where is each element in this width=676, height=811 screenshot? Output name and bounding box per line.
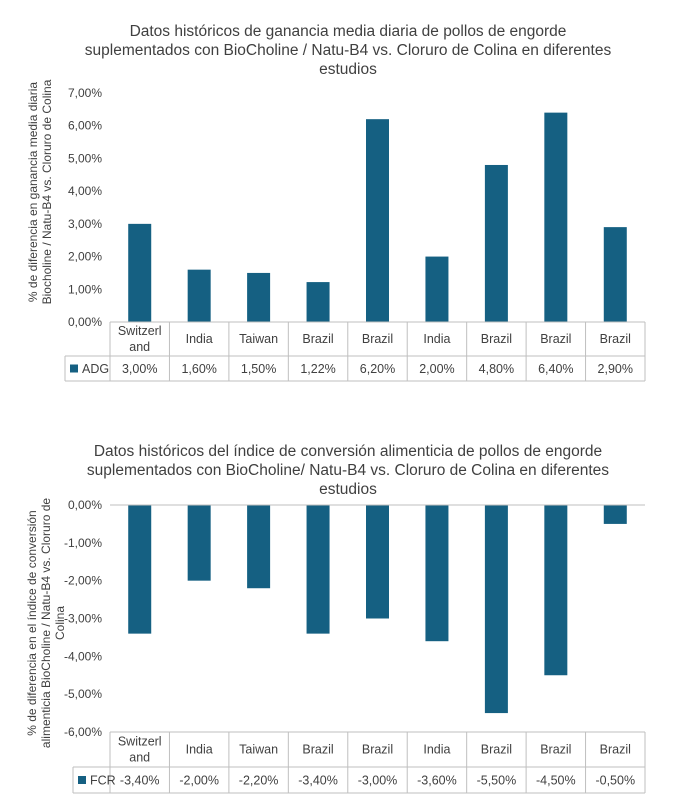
title-line: suplementados con BioCholine/ Natu-B4 vs… xyxy=(86,462,610,479)
bar xyxy=(484,164,508,322)
y-tick-label: -4,00% xyxy=(64,649,102,663)
bar xyxy=(247,505,271,589)
data-label: -3,40% xyxy=(298,774,338,788)
category-label: Brazil xyxy=(302,743,333,757)
category-label: India xyxy=(186,743,213,757)
category-label: and xyxy=(129,340,150,354)
legend-label: ADG xyxy=(82,362,109,376)
data-label: 1,22% xyxy=(300,362,335,376)
category-label: Brazil xyxy=(481,332,512,346)
category-label: Brazil xyxy=(302,332,333,346)
y-tick-label: 3,00% xyxy=(68,217,102,231)
title-line: estudios xyxy=(319,61,377,78)
adg-plot: 0,00% 1,00% 2,00% 3,00% 4,00% 5,00% 6,00% 7,00%… xyxy=(64,86,646,382)
bar xyxy=(544,505,568,676)
bar xyxy=(603,227,627,322)
category-label: Taiwan xyxy=(239,332,278,346)
category-label: and xyxy=(129,751,150,765)
y-tick-label: 0,00% xyxy=(68,315,102,329)
category-label: Brazil xyxy=(362,743,393,757)
y-tick-label: 1,00% xyxy=(68,282,102,296)
chart-title: Datos históricos de ganancia media diari… xyxy=(40,22,656,79)
bar xyxy=(603,505,627,524)
y-tick-label: -2,00% xyxy=(64,574,102,588)
category-label: India xyxy=(423,332,450,346)
data-label: 1,60% xyxy=(181,362,216,376)
bar xyxy=(128,505,152,634)
legend-label: FCR xyxy=(90,774,116,788)
category-label: India xyxy=(423,743,450,757)
category-label: Brazil xyxy=(540,743,571,757)
data-label: -3,60% xyxy=(417,774,457,788)
bar xyxy=(247,272,271,322)
title-line: suplementados con BioCholine / Natu-B4 v… xyxy=(84,42,612,59)
bar xyxy=(366,505,389,619)
bar xyxy=(425,256,449,322)
y-tick-label: 4,00% xyxy=(68,184,102,198)
category-label: India xyxy=(186,332,213,346)
title-line: Datos históricos del índice de conversió… xyxy=(93,443,603,460)
data-label: -2,20% xyxy=(239,774,279,788)
bar xyxy=(187,269,211,322)
fcr-plot: 0,00% -1,00% -2,00% -3,00% -4,00% -5,00% -6,00… xyxy=(64,498,646,794)
category-label: Taiwan xyxy=(239,743,278,757)
bar xyxy=(544,112,568,322)
chart-title: Datos históricos del índice de conversió… xyxy=(40,442,656,499)
category-label: Switzerl xyxy=(118,735,162,749)
y-tick-label: -3,00% xyxy=(64,612,102,626)
y-tick-label: 5,00% xyxy=(68,151,102,165)
bar xyxy=(484,505,508,714)
category-label: Brazil xyxy=(600,332,631,346)
y-tick-label: 2,00% xyxy=(68,250,102,264)
legend-swatch xyxy=(70,364,78,373)
data-label: 6,40% xyxy=(538,362,573,376)
title-line: Datos históricos de ganancia media diari… xyxy=(129,23,567,40)
data-label: 1,50% xyxy=(241,362,276,376)
data-label: -2,00% xyxy=(179,774,219,788)
bar xyxy=(425,505,449,642)
category-label: Brazil xyxy=(481,743,512,757)
data-label: -5,50% xyxy=(477,774,517,788)
data-label: -3,00% xyxy=(358,774,398,788)
adg-chart: Datos históricos de ganancia media diari… xyxy=(0,0,676,395)
title-line: estudios xyxy=(319,481,377,498)
data-label: 6,20% xyxy=(360,362,395,376)
bar xyxy=(128,223,152,322)
y-tick-label: -6,00% xyxy=(64,725,102,739)
y-tick-label: 0,00% xyxy=(68,498,102,512)
bar xyxy=(366,119,389,323)
bar xyxy=(306,505,330,634)
data-label: -4,50% xyxy=(536,774,576,788)
data-label: 2,00% xyxy=(419,362,454,376)
y-tick-label: 7,00% xyxy=(68,86,102,100)
category-label: Switzerl xyxy=(118,324,162,338)
data-label: 2,90% xyxy=(598,362,633,376)
y-tick-label: -5,00% xyxy=(64,687,102,701)
y-tick-label: 6,00% xyxy=(68,119,102,133)
category-label: Brazil xyxy=(600,743,631,757)
data-label: 3,00% xyxy=(122,362,157,376)
data-label: -3,40% xyxy=(120,774,160,788)
data-label: -0,50% xyxy=(595,774,635,788)
category-label: Brazil xyxy=(362,332,393,346)
legend-swatch xyxy=(78,776,86,784)
data-label: 4,80% xyxy=(479,362,514,376)
fcr-chart: Datos históricos del índice de conversió… xyxy=(0,430,676,811)
category-label: Brazil xyxy=(540,332,571,346)
y-tick-label: -1,00% xyxy=(64,536,102,550)
bar xyxy=(306,282,330,322)
bar xyxy=(187,505,211,581)
